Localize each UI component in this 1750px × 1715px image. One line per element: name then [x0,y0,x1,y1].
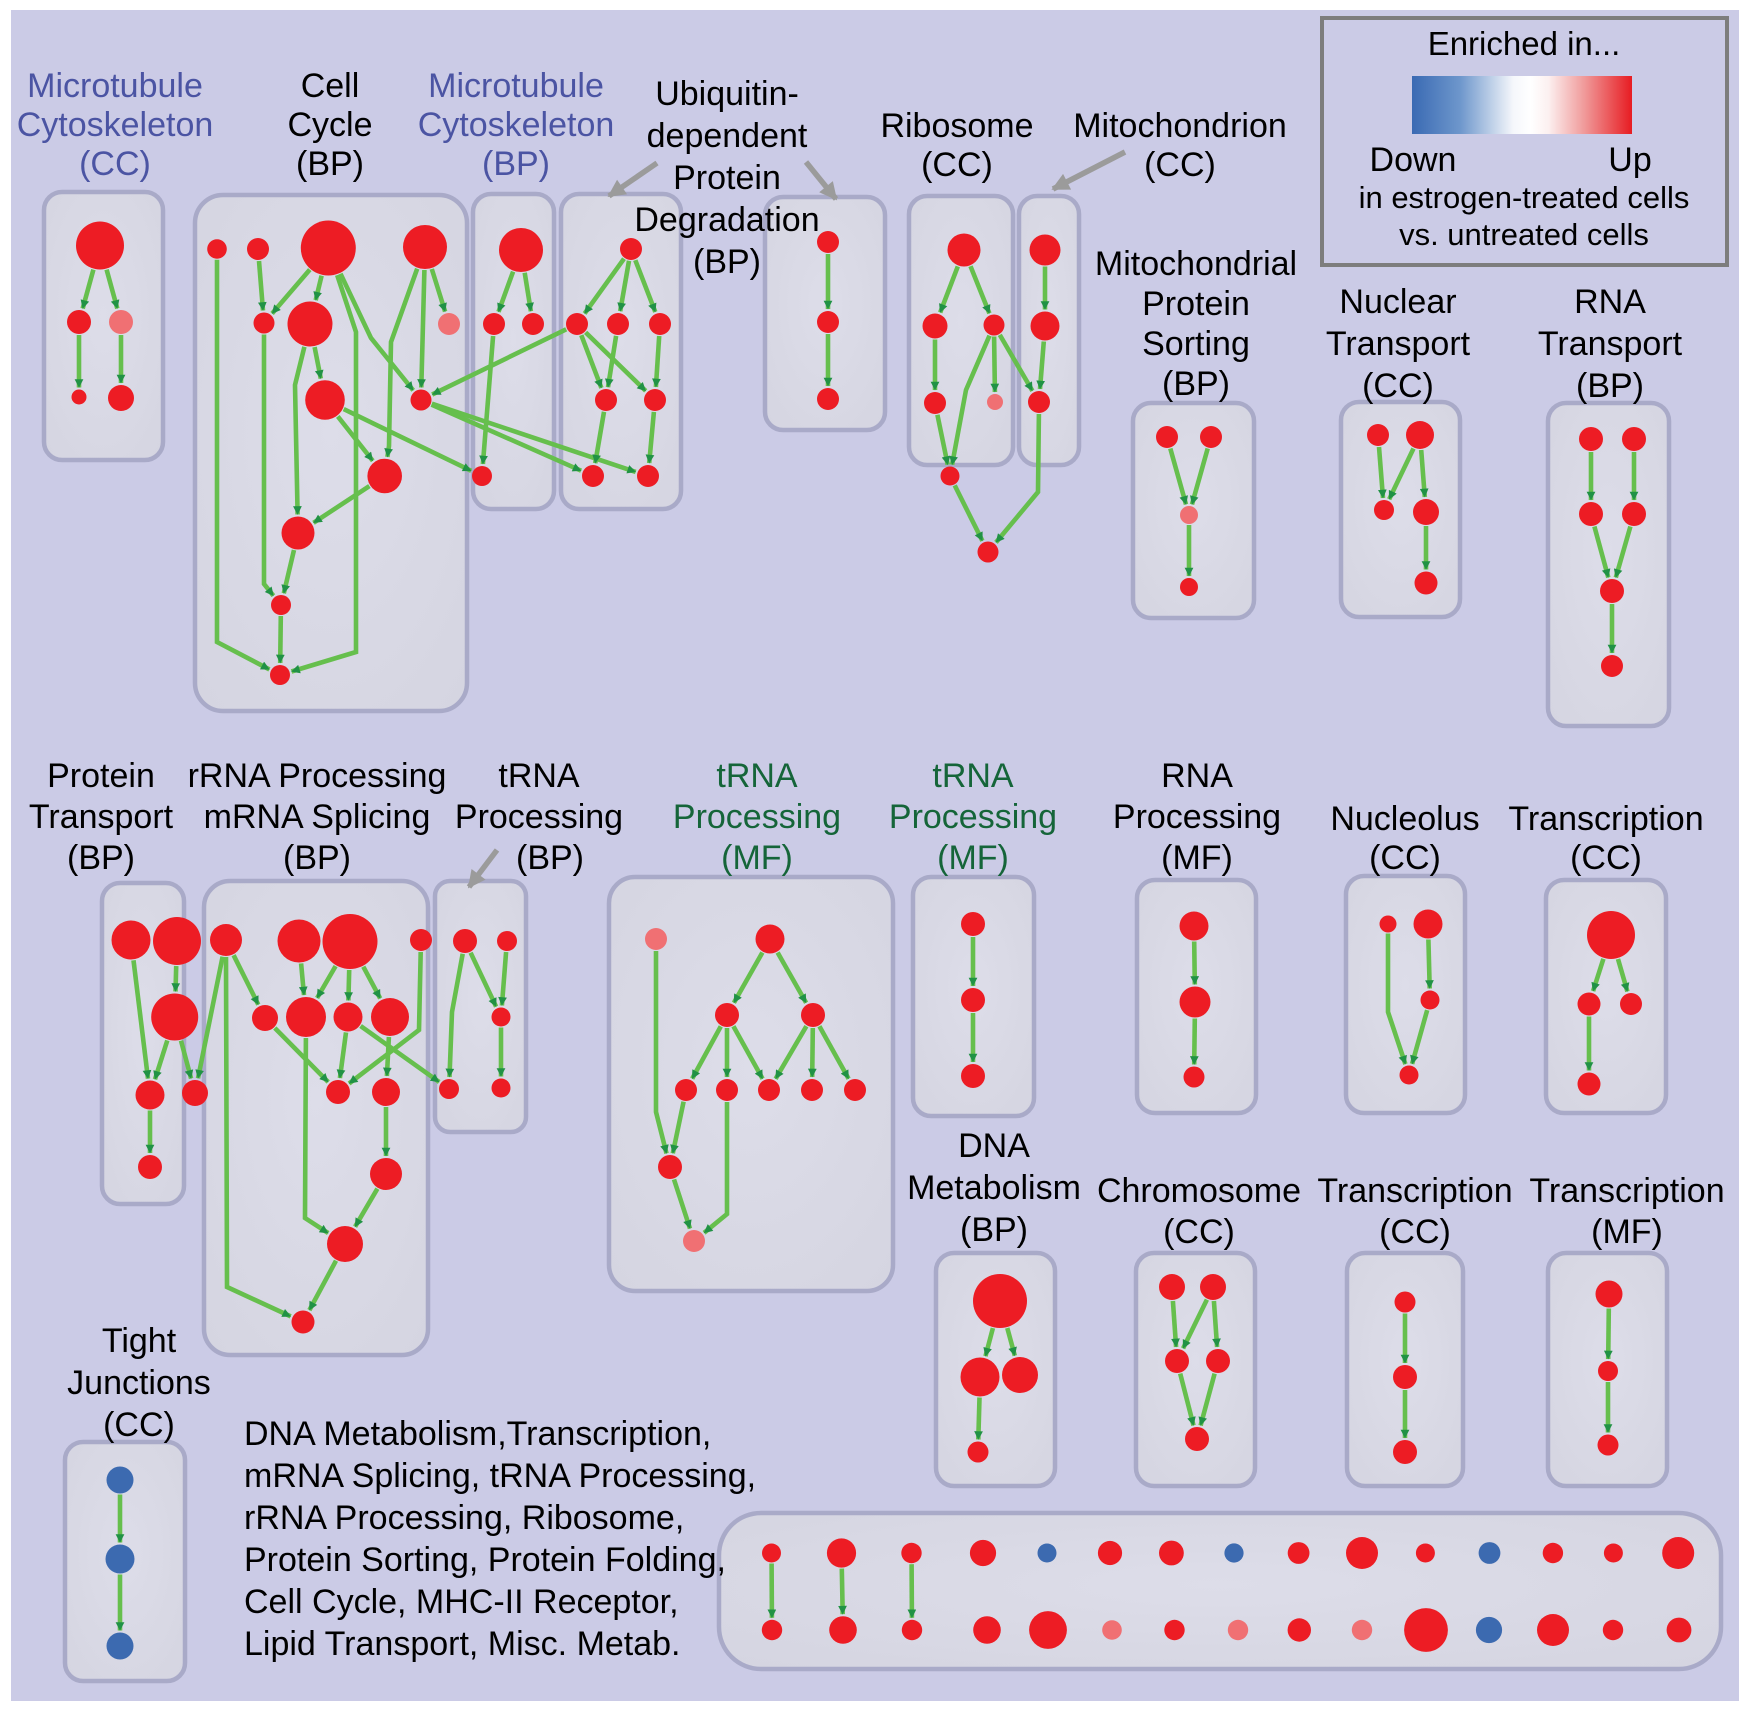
svg-text:Enriched in...: Enriched in... [1428,25,1621,62]
svg-text:Processing: Processing [889,798,1057,836]
svg-text:Chromosome: Chromosome [1097,1172,1301,1210]
svg-text:mRNA Splicing, tRNA Processing: mRNA Splicing, tRNA Processing, [244,1457,756,1495]
svg-text:(MF): (MF) [1591,1213,1663,1251]
svg-text:(CC): (CC) [1369,839,1441,877]
svg-text:Protein Sorting, Protein Foldi: Protein Sorting, Protein Folding, [244,1541,726,1579]
svg-text:(CC): (CC) [1570,839,1642,877]
svg-text:Transport: Transport [1538,325,1683,363]
svg-text:DNA: DNA [958,1127,1030,1165]
svg-text:RNA: RNA [1161,757,1233,795]
svg-text:(BP): (BP) [960,1211,1028,1249]
svg-text:(BP): (BP) [516,839,584,877]
svg-text:DNA Metabolism,Transcription,: DNA Metabolism,Transcription, [244,1415,711,1453]
svg-text:Tight: Tight [102,1322,177,1360]
svg-text:Protein: Protein [673,159,781,197]
svg-text:Sorting: Sorting [1142,325,1250,363]
svg-text:Cytoskeleton: Cytoskeleton [418,106,615,144]
svg-text:Nucleolus: Nucleolus [1330,800,1479,838]
svg-text:tRNA: tRNA [932,757,1014,795]
svg-text:Transcription: Transcription [1508,800,1703,838]
svg-text:Mitochondrial: Mitochondrial [1095,245,1297,283]
svg-text:in estrogen-treated cells: in estrogen-treated cells [1359,180,1690,215]
svg-text:Nuclear: Nuclear [1339,283,1456,321]
svg-text:(CC): (CC) [1144,146,1216,184]
svg-text:Cell: Cell [301,67,360,105]
svg-text:Microtubule: Microtubule [27,67,203,105]
svg-text:Down: Down [1370,141,1457,179]
svg-text:dependent: dependent [647,117,808,155]
svg-text:rRNA Processing, Ribosome,: rRNA Processing, Ribosome, [244,1499,684,1537]
svg-text:(MF): (MF) [937,839,1009,877]
svg-text:(BP): (BP) [1576,367,1644,405]
svg-text:Lipid Transport, Misc. Metab.: Lipid Transport, Misc. Metab. [244,1625,681,1663]
svg-text:tRNA: tRNA [716,757,798,795]
svg-text:Mitochondrion: Mitochondrion [1073,107,1287,145]
svg-text:(MF): (MF) [1161,839,1233,877]
svg-text:Degradation: Degradation [634,201,819,239]
svg-text:(CC): (CC) [921,146,993,184]
svg-text:Protein: Protein [1142,285,1250,323]
svg-text:Transcription: Transcription [1317,1172,1512,1210]
svg-text:vs. untreated cells: vs. untreated cells [1399,217,1649,252]
svg-text:RNA: RNA [1574,283,1646,321]
svg-text:(CC): (CC) [1362,367,1434,405]
svg-text:mRNA Splicing: mRNA Splicing [204,798,431,836]
svg-text:Ribosome: Ribosome [880,107,1033,145]
svg-text:rRNA Processing: rRNA Processing [188,757,447,795]
svg-text:Processing: Processing [673,798,841,836]
svg-text:(BP): (BP) [67,839,135,877]
svg-text:Processing: Processing [455,798,623,836]
svg-text:(BP): (BP) [482,145,550,183]
svg-text:(CC): (CC) [103,1406,175,1444]
svg-text:Processing: Processing [1113,798,1281,836]
svg-text:Transport: Transport [29,798,174,836]
svg-text:Ubiquitin-: Ubiquitin- [655,75,799,113]
svg-text:Metabolism: Metabolism [907,1169,1081,1207]
svg-text:Cell Cycle, MHC-II Receptor,: Cell Cycle, MHC-II Receptor, [244,1583,679,1621]
svg-text:Up: Up [1608,141,1651,179]
svg-text:(BP): (BP) [283,839,351,877]
svg-text:Protein: Protein [47,757,155,795]
svg-text:(BP): (BP) [296,145,364,183]
svg-text:Transcription: Transcription [1529,1172,1724,1210]
svg-text:(CC): (CC) [1379,1213,1451,1251]
svg-text:(CC): (CC) [79,145,151,183]
svg-text:Junctions: Junctions [67,1364,211,1402]
svg-text:Microtubule: Microtubule [428,67,604,105]
svg-text:(MF): (MF) [721,839,793,877]
svg-text:Transport: Transport [1326,325,1471,363]
svg-text:Cytoskeleton: Cytoskeleton [17,106,214,144]
svg-text:Cycle: Cycle [287,106,372,144]
svg-text:(CC): (CC) [1163,1213,1235,1251]
svg-text:(BP): (BP) [1162,365,1230,403]
svg-text:(BP): (BP) [693,243,761,281]
svg-text:tRNA: tRNA [498,757,580,795]
